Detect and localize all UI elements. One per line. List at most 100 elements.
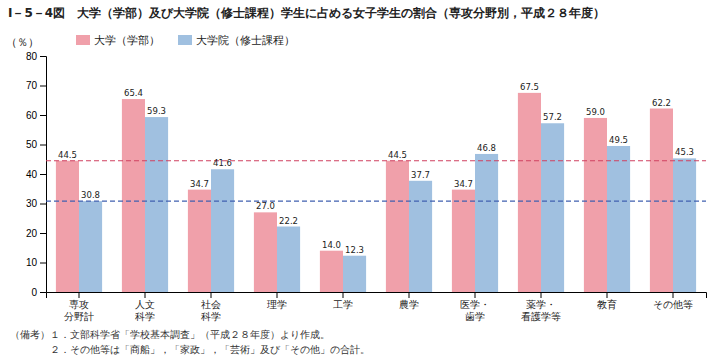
x-tick-label: 社会科学 [201, 299, 221, 322]
bar [211, 169, 234, 292]
y-axis-label: （％） [6, 36, 39, 49]
y-tick-label: 40 [26, 169, 38, 180]
data-label: 37.7 [411, 170, 430, 180]
data-label: 12.3 [345, 245, 364, 255]
x-tick-mark [409, 292, 410, 298]
y-tick-label: 70 [26, 80, 38, 91]
bar [650, 109, 673, 292]
bar [320, 251, 343, 292]
y-tick-mark [40, 174, 46, 175]
x-tick-label: 医学・歯学 [460, 299, 490, 322]
x-tick: 工学 [333, 292, 353, 310]
y-tick: 10 [26, 257, 46, 268]
x-tick-mark [343, 292, 344, 298]
x-tick-mark [277, 292, 278, 298]
x-tick-label: 薬学・看護学等 [521, 299, 561, 322]
x-tick-mark [475, 292, 476, 298]
y-tick-mark [40, 86, 46, 87]
data-label: 41.6 [213, 158, 232, 168]
bar [541, 123, 564, 292]
x-tick-mark [211, 292, 212, 298]
y-axis-line [40, 57, 47, 293]
y-tick-label: 30 [26, 198, 38, 209]
bar [277, 227, 300, 292]
data-label: 65.4 [124, 88, 143, 98]
bar [452, 190, 475, 292]
note: （備考）１．文部科学省「学校基本調査」（平成２８年度）より作成。 [10, 329, 330, 340]
data-label: 59.0 [586, 107, 605, 117]
plot: 01020304050607080専攻分野計人文科学社会科学理学工学農学医学・歯… [26, 51, 707, 322]
x-tick: 専攻分野計 [64, 292, 94, 322]
x-tick: 医学・歯学 [460, 292, 490, 322]
data-label: 22.2 [279, 216, 298, 226]
data-label: 14.0 [322, 240, 341, 250]
y-tick-label: 0 [31, 287, 37, 298]
data-label: 45.3 [675, 147, 694, 157]
bar-series [56, 93, 673, 292]
bar [475, 154, 498, 292]
y-tick-mark [40, 204, 46, 205]
data-label: 57.2 [543, 112, 562, 122]
x-tick: 教育 [597, 292, 617, 310]
data-label: 34.7 [454, 179, 473, 189]
bar [145, 117, 168, 292]
y-tick: 20 [26, 228, 46, 239]
y-tick-label: 80 [26, 51, 38, 62]
x-tick-mark [79, 292, 80, 298]
x-tick-label: 人文科学 [135, 299, 155, 322]
y-tick: 80 [26, 51, 46, 62]
bar [386, 161, 409, 292]
data-label: 49.5 [609, 135, 628, 145]
data-label: 62.2 [652, 98, 671, 108]
y-tick-label: 60 [26, 110, 38, 121]
y-tick-mark [40, 292, 46, 293]
x-tick-mark [541, 292, 542, 298]
y-tick: 0 [31, 287, 46, 298]
y-tick-mark [40, 233, 46, 234]
x-tick-mark [145, 292, 146, 298]
bar [673, 158, 696, 292]
x-tick: 社会科学 [201, 292, 221, 322]
bar [79, 201, 102, 292]
y-tick: 50 [26, 139, 46, 150]
bar [122, 99, 145, 292]
legend: 大学（学部） 大学院（修士課程） [76, 34, 295, 47]
y-tick-mark [40, 145, 46, 146]
data-label: 27.0 [256, 201, 275, 211]
y-tick-label: 10 [26, 257, 38, 268]
chart: I－5－4図 大学（学部）及び大学院（修士課程）学生に占める女子学生の割合（専攻… [0, 0, 720, 364]
y-tick-mark [40, 263, 46, 264]
data-labels: 44.565.434.727.014.044.534.767.559.062.2… [58, 82, 694, 255]
x-tick: その他等 [653, 292, 693, 310]
x-tick-label: 専攻分野計 [64, 299, 94, 322]
y-tick: 30 [26, 198, 46, 209]
data-label: 44.5 [58, 150, 77, 160]
x-tick-mark [673, 292, 674, 298]
legend-item: 大学院（修士課程） [178, 34, 295, 47]
data-label: 46.8 [477, 143, 496, 153]
y-tick: 60 [26, 110, 46, 121]
bar [584, 118, 607, 292]
y-axis: 0 10 20 30 40 50 60 70 80 [26, 51, 47, 298]
y-tick-mark [40, 115, 46, 116]
bar [518, 93, 541, 292]
legend-label: 大学（学部） [94, 34, 160, 47]
marks [46, 93, 706, 292]
y-tick-mark [40, 56, 46, 57]
x-tick-label: 工学 [333, 299, 353, 310]
title: I－5－4図 大学（学部）及び大学院（修士課程）学生に占める女子学生の割合（専攻… [8, 6, 605, 20]
x-axis: 専攻分野計人文科学社会科学理学工学農学医学・歯学薬学・看護学等教育その他等 [47, 292, 707, 322]
x-tick: 農学 [399, 292, 419, 310]
y-tick: 40 [26, 169, 46, 180]
legend-label: 大学院（修士課程） [196, 34, 295, 47]
data-label: 34.7 [190, 179, 209, 189]
y-tick-label: 20 [26, 228, 38, 239]
x-tick: 薬学・看護学等 [521, 292, 561, 322]
data-label: 67.5 [520, 82, 539, 92]
bar [254, 212, 277, 292]
reference-line [46, 201, 706, 202]
x-axis-line [47, 293, 707, 299]
legend-item: 大学（学部） [76, 34, 160, 47]
legend-swatch [178, 35, 192, 45]
reference-line [46, 160, 706, 161]
